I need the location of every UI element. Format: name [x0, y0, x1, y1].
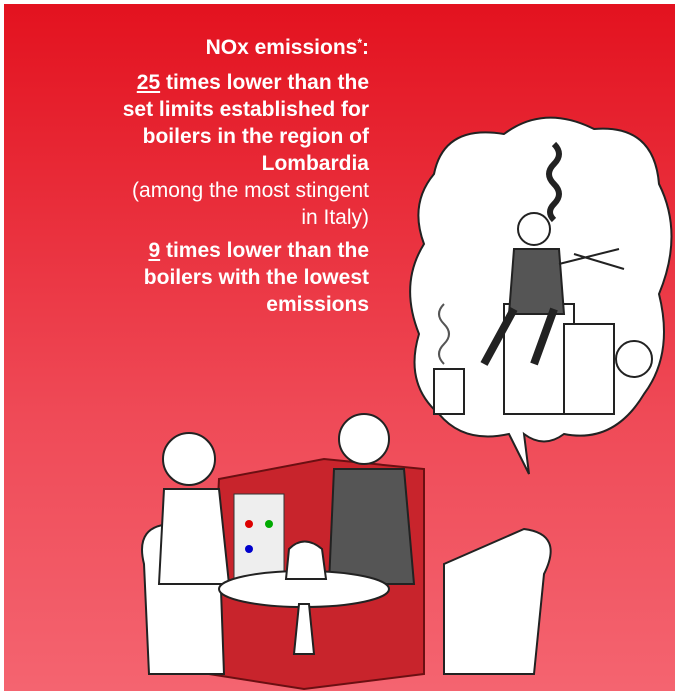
text-line: Lombardia — [24, 150, 369, 177]
line-text: times lower than the — [160, 239, 369, 262]
text-line: boilers with the lowest — [24, 264, 369, 291]
teapot — [284, 540, 328, 580]
illustration — [141, 116, 673, 691]
man-legs — [480, 307, 558, 366]
paragraph: 9 times lower than the boilers with the l… — [24, 237, 369, 318]
highlight-number: 25 — [136, 71, 161, 94]
line-text: set limits established for — [122, 98, 369, 121]
led — [265, 520, 273, 528]
note-line: in Italy) — [301, 206, 369, 229]
armchair — [443, 527, 552, 675]
woman-body — [157, 488, 231, 585]
chimney — [433, 368, 465, 415]
text-line: 25 times lower than the — [24, 69, 369, 96]
face — [615, 340, 653, 378]
led — [245, 520, 253, 528]
smoke — [546, 141, 562, 223]
title-text: NOx emissions — [205, 36, 358, 59]
man-body — [507, 248, 566, 315]
line-text: emissions — [266, 293, 369, 316]
title: NOx emissions*: — [24, 34, 369, 61]
text-line: boilers in the region of — [24, 123, 369, 150]
scissors — [558, 248, 625, 270]
man-head — [517, 212, 551, 246]
text-line: 9 times lower than the — [24, 237, 369, 264]
text-block: NOx emissions*: 25 times lower than the s… — [24, 34, 369, 324]
slide: NOx emissions*: 25 times lower than the s… — [4, 4, 675, 691]
line-text: boilers with the lowest — [143, 266, 369, 289]
text-line: set limits established for — [24, 96, 369, 123]
table-leg — [292, 603, 316, 655]
smoke — [438, 303, 450, 365]
led — [245, 545, 253, 553]
line-text: boilers in the region of — [142, 125, 369, 148]
paragraph: 25 times lower than the set limits establ… — [24, 69, 369, 231]
text-line: emissions — [24, 291, 369, 318]
chimney — [563, 323, 615, 415]
note-line: (among the most stingent — [132, 179, 369, 202]
man-head — [338, 413, 390, 465]
line-text: Lombardia — [261, 152, 369, 175]
title-colon: : — [362, 36, 369, 59]
woman-head — [162, 432, 216, 486]
man-body — [327, 468, 416, 585]
footnote-mark: * — [357, 36, 362, 50]
control-panel — [233, 493, 285, 585]
highlight-number: 9 — [148, 239, 161, 262]
line-text: times lower than the — [160, 71, 369, 94]
